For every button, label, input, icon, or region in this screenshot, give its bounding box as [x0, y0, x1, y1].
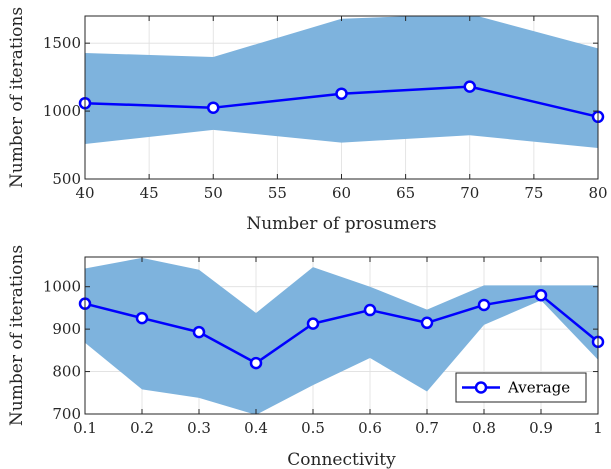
x-tick-label: 65 [396, 184, 415, 202]
y-tick-label: 800 [52, 363, 81, 381]
legend: Average [455, 372, 587, 403]
x-tick-label: 70 [460, 184, 479, 202]
x-tick-label: 0.5 [301, 419, 325, 437]
y-axis-label: Number of iterations [7, 7, 27, 188]
data-point [363, 303, 377, 317]
average-line [84, 293, 599, 365]
axes-box [84, 256, 599, 415]
x-tick-label: 50 [204, 184, 223, 202]
data-point [306, 317, 320, 330]
range-band [85, 16, 598, 149]
y-tick-label: 1500 [43, 34, 81, 52]
range-band [85, 257, 598, 414]
y-tick-label: 500 [52, 170, 81, 188]
plot-content [85, 16, 598, 149]
data-point [207, 101, 220, 114]
plot-content [85, 257, 598, 414]
x-tick-label: 0.4 [244, 419, 268, 437]
x-tick-label: 60 [332, 184, 351, 202]
legend-label: Average [507, 379, 570, 397]
x-tick-label: 0.2 [130, 419, 154, 437]
data-point [249, 356, 263, 370]
data-point [135, 311, 149, 325]
bottom-panel: 0.1 0.2 0.3 0.4 0.5 0.6 0.7 0.8 0.9 1 700 800 900 100… [7, 245, 605, 469]
data-point [463, 80, 476, 93]
data-point [335, 87, 348, 100]
x-tick-label: 45 [140, 184, 159, 202]
x-tick-label: 55 [268, 184, 287, 202]
data-point [420, 316, 434, 330]
y-tick-label: 1000 [43, 102, 81, 120]
x-tick-label: 0.3 [187, 419, 211, 437]
x-tick-label: 0.9 [529, 419, 553, 437]
y-axis-label: Number of iterations [7, 245, 27, 426]
data-point [534, 288, 548, 302]
legend-marker [474, 381, 488, 394]
x-tick-label: 0.6 [358, 419, 382, 437]
x-tick-label: 0.8 [472, 419, 496, 437]
x-tick-label: 80 [588, 184, 607, 202]
x-tick-label: 0.7 [415, 419, 439, 437]
data-point [192, 325, 206, 339]
x-axis-label: Connectivity [287, 450, 396, 469]
x-tick-label: 40 [75, 184, 94, 202]
x-tick-label: 75 [524, 184, 543, 202]
x-tick-label: 0.1 [73, 419, 97, 437]
y-tick-label: 1000 [43, 278, 81, 296]
y-tick-label: 900 [52, 320, 81, 338]
y-tick-label: 700 [52, 405, 81, 423]
data-point [477, 298, 491, 312]
x-tick-label: 1 [593, 419, 603, 437]
x-axis-label: Number of prosumers [246, 214, 436, 234]
top-panel: 40 45 50 55 60 65 70 75 80 500 1000 1500 Number of p… [7, 7, 608, 234]
